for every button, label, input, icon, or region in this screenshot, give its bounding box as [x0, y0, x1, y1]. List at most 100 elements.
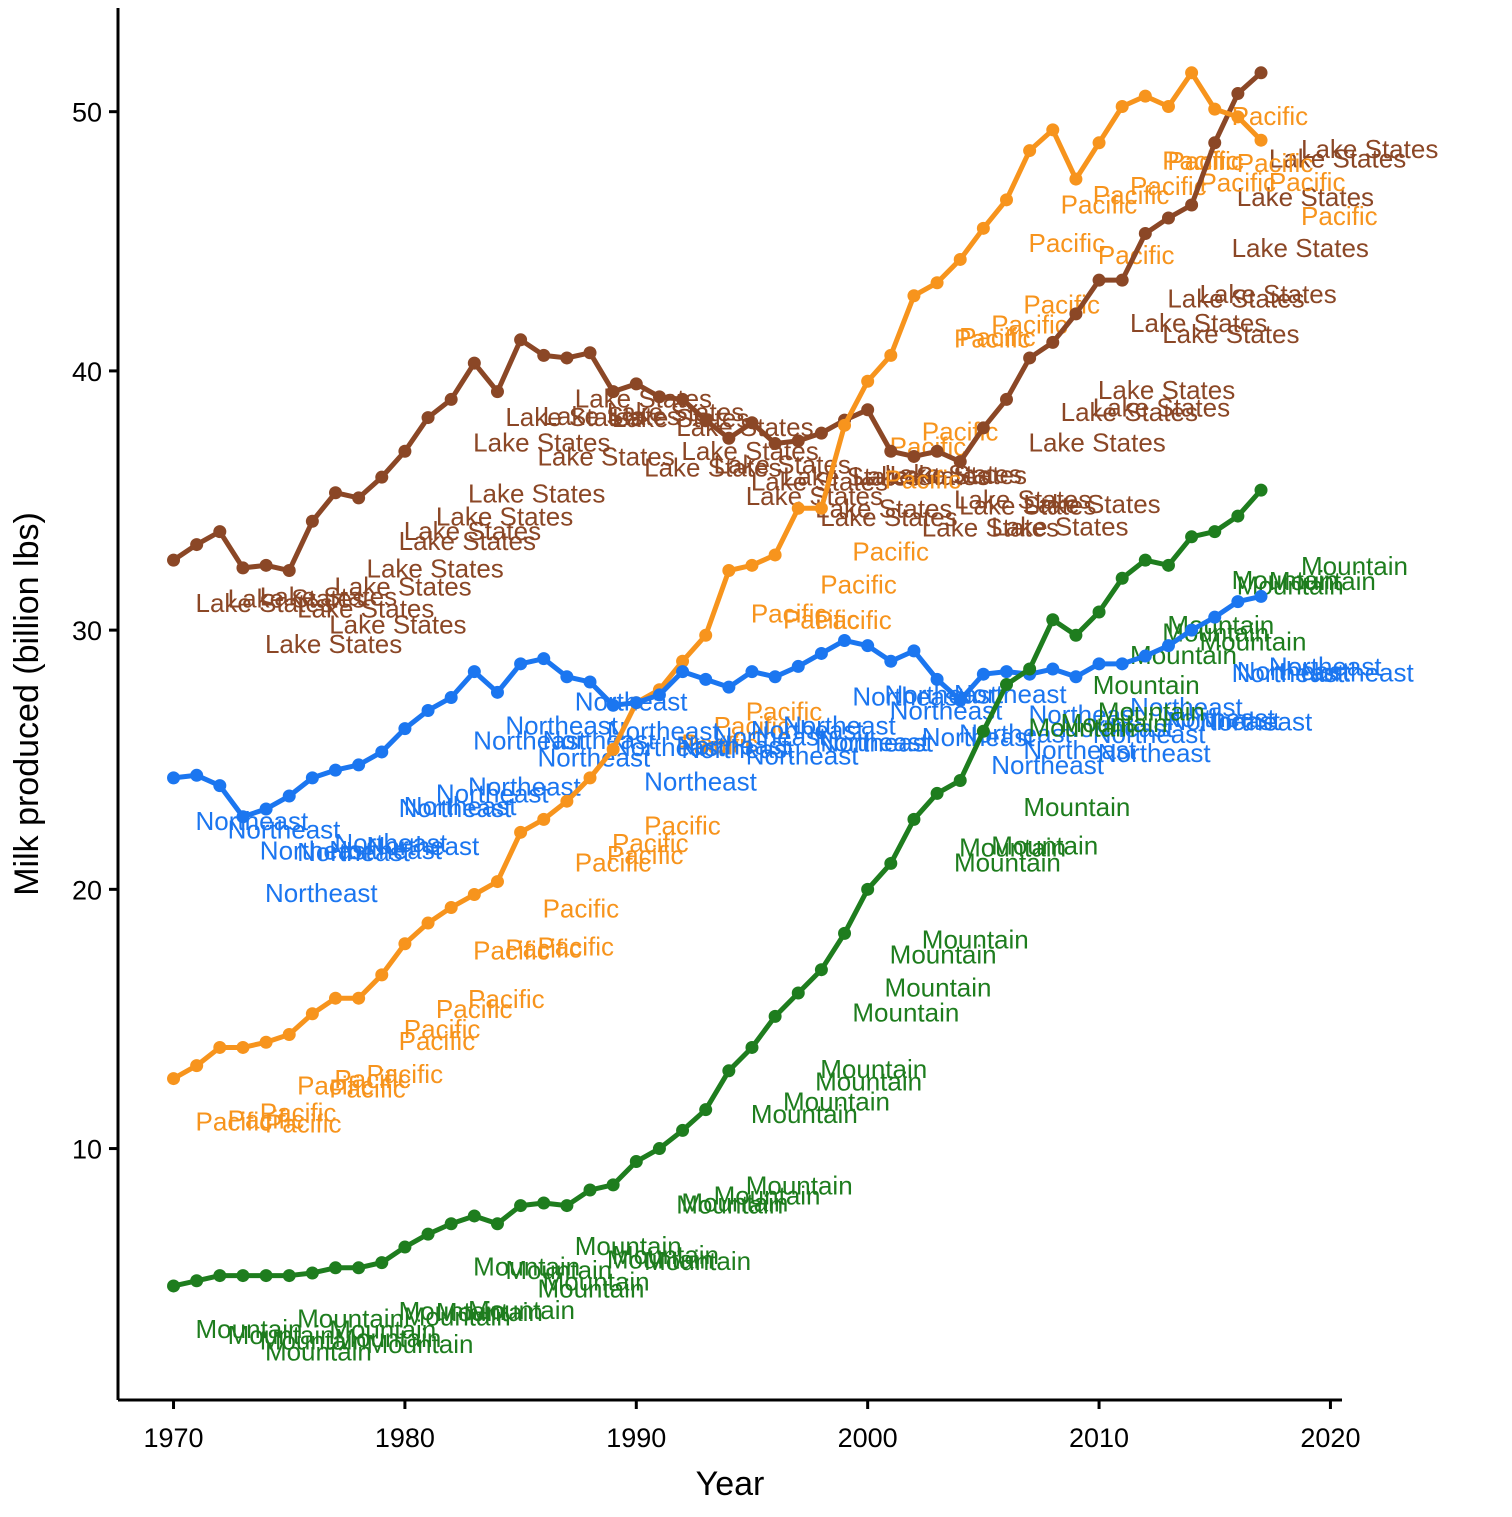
point-label: Northeast — [505, 711, 618, 741]
point — [1046, 335, 1060, 349]
point-label: Lake States — [1098, 375, 1235, 405]
point-label: Mountain — [399, 1296, 506, 1326]
point-label: Northeast — [1237, 656, 1350, 686]
point-label: Pacific — [714, 711, 791, 741]
y-tick-label: 30 — [72, 616, 102, 646]
point — [444, 392, 458, 406]
point — [190, 768, 204, 782]
point-label: Northeast — [612, 732, 725, 762]
point-label: Lake States — [537, 442, 674, 472]
point — [560, 670, 574, 684]
point-label: Northeast — [681, 734, 794, 764]
point-label: Mountain — [505, 1255, 612, 1285]
point — [768, 1009, 782, 1023]
point — [838, 633, 852, 647]
point-label: Northeast — [1130, 692, 1243, 722]
point — [352, 758, 366, 772]
point — [861, 882, 875, 896]
point-label: Northeast — [537, 742, 650, 772]
point-label: Lake States — [852, 461, 989, 491]
point-label: Northeast — [297, 837, 410, 867]
point-label: Northeast — [366, 831, 479, 861]
point-label: Northeast — [644, 766, 757, 796]
point — [583, 1183, 597, 1197]
point-label: Mountain — [436, 1297, 543, 1327]
point-label: Pacific — [196, 1107, 273, 1137]
point-label: Lake States — [1237, 182, 1374, 212]
point — [1138, 553, 1152, 567]
point-label: Pacific — [681, 729, 758, 759]
point — [167, 1279, 181, 1293]
point-label: Lake States — [959, 490, 1096, 520]
x-tick-label: 1980 — [375, 1423, 435, 1453]
point — [1023, 662, 1037, 676]
point — [398, 444, 412, 458]
point — [421, 916, 435, 930]
point — [930, 786, 944, 800]
point — [999, 678, 1013, 692]
point — [606, 385, 620, 399]
point-label: Pacific — [1162, 146, 1239, 176]
point — [1138, 649, 1152, 663]
x-tick-label: 2020 — [1300, 1423, 1360, 1453]
point — [490, 685, 504, 699]
point-label: Pacific — [265, 1108, 342, 1138]
point — [606, 742, 620, 756]
x-tick-label: 1990 — [606, 1423, 666, 1453]
point — [1208, 525, 1222, 539]
point-label: Pacific — [228, 1105, 305, 1135]
point — [953, 252, 967, 266]
point-label: Mountain — [954, 847, 1061, 877]
point-label: Mountain — [468, 1295, 575, 1325]
point-label: Pacific — [1028, 228, 1105, 258]
point — [1138, 227, 1152, 241]
y-axis-title: Milk produced (billion lbs) — [8, 512, 46, 896]
point — [490, 385, 504, 399]
point-label: Mountain — [473, 1252, 580, 1282]
point — [652, 390, 666, 404]
point — [884, 654, 898, 668]
point — [1254, 589, 1268, 603]
point-label: Pacific — [954, 324, 1031, 354]
point-label: Pacific — [399, 1026, 476, 1056]
point-label: Northeast — [1093, 719, 1206, 749]
point — [236, 1269, 250, 1283]
point-label: Mountain — [1199, 626, 1306, 656]
point-label: Mountain — [644, 1246, 751, 1276]
point — [328, 991, 342, 1005]
x-tick-label: 1970 — [143, 1423, 203, 1453]
point — [745, 1040, 759, 1054]
point-label: Pacific — [783, 604, 860, 634]
point-label: Northeast — [1162, 703, 1275, 733]
point-label: Lake States — [505, 402, 642, 432]
point-label: Lake States — [329, 610, 466, 640]
point — [167, 771, 181, 785]
point-label: Lake States — [612, 403, 749, 433]
point-label: Lake States — [954, 484, 1091, 514]
point — [444, 900, 458, 914]
point — [560, 351, 574, 365]
point — [1069, 670, 1083, 684]
point-label: Lake States — [751, 466, 888, 496]
point-label: Mountain — [612, 1240, 719, 1270]
point-label: Lake States — [1061, 397, 1198, 427]
point-label: Mountain — [714, 1180, 821, 1210]
point — [398, 1240, 412, 1254]
point — [213, 525, 227, 539]
point — [514, 333, 528, 347]
point — [583, 346, 597, 360]
point — [305, 771, 319, 785]
y-tick-label: 20 — [72, 875, 102, 905]
point — [1115, 100, 1129, 114]
point — [907, 644, 921, 658]
point — [421, 1227, 435, 1241]
point-label: Lake States — [334, 571, 471, 601]
point-label: Mountain — [922, 924, 1029, 954]
point — [190, 1274, 204, 1288]
point-label: Mountain — [366, 1329, 473, 1359]
point — [930, 276, 944, 290]
point-label: Northeast — [399, 793, 512, 823]
point-label: Lake States — [991, 512, 1128, 542]
point-label: Lake States — [714, 449, 851, 479]
